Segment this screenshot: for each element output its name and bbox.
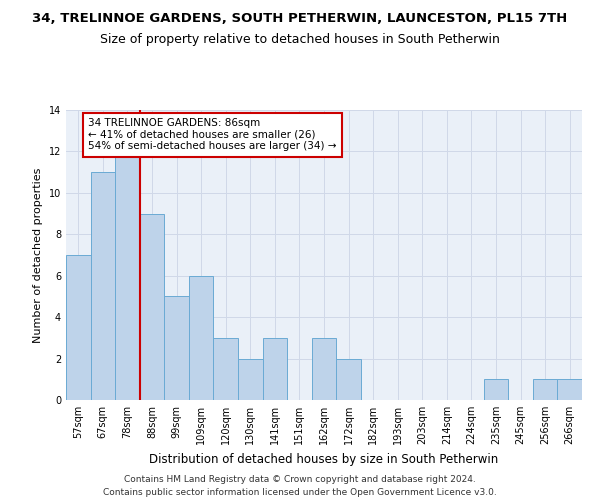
Bar: [238, 358, 263, 400]
Bar: [214, 338, 238, 400]
Bar: [66, 255, 91, 400]
Text: 34, TRELINNOE GARDENS, SOUTH PETHERWIN, LAUNCESTON, PL15 7TH: 34, TRELINNOE GARDENS, SOUTH PETHERWIN, …: [32, 12, 568, 26]
Bar: [140, 214, 164, 400]
Text: Contains HM Land Registry data © Crown copyright and database right 2024.: Contains HM Land Registry data © Crown c…: [124, 474, 476, 484]
Text: Contains public sector information licensed under the Open Government Licence v3: Contains public sector information licen…: [103, 488, 497, 497]
Bar: [91, 172, 115, 400]
Bar: [115, 152, 140, 400]
X-axis label: Distribution of detached houses by size in South Petherwin: Distribution of detached houses by size …: [149, 452, 499, 466]
Bar: [557, 380, 582, 400]
Bar: [484, 380, 508, 400]
Bar: [189, 276, 214, 400]
Text: 34 TRELINNOE GARDENS: 86sqm
← 41% of detached houses are smaller (26)
54% of sem: 34 TRELINNOE GARDENS: 86sqm ← 41% of det…: [88, 118, 337, 152]
Bar: [336, 358, 361, 400]
Bar: [164, 296, 189, 400]
Text: Size of property relative to detached houses in South Petherwin: Size of property relative to detached ho…: [100, 32, 500, 46]
Bar: [263, 338, 287, 400]
Bar: [312, 338, 336, 400]
Y-axis label: Number of detached properties: Number of detached properties: [33, 168, 43, 342]
Bar: [533, 380, 557, 400]
